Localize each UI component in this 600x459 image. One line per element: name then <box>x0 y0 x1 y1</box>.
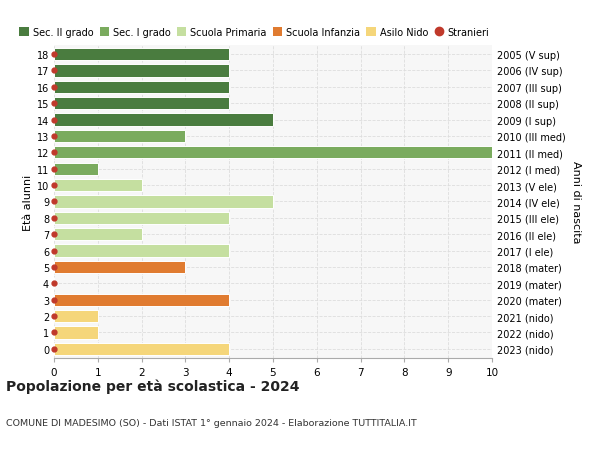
Bar <box>54 114 273 126</box>
Bar <box>54 81 229 94</box>
Text: Popolazione per età scolastica - 2024: Popolazione per età scolastica - 2024 <box>6 379 299 393</box>
Bar <box>54 343 229 355</box>
Legend: Sec. II grado, Sec. I grado, Scuola Primaria, Scuola Infanzia, Asilo Nido, Stran: Sec. II grado, Sec. I grado, Scuola Prim… <box>19 28 489 38</box>
Bar <box>54 310 98 323</box>
Bar <box>54 261 185 274</box>
Y-axis label: Anni di nascita: Anni di nascita <box>571 161 581 243</box>
Y-axis label: Età alunni: Età alunni <box>23 174 32 230</box>
Text: COMUNE DI MADESIMO (SO) - Dati ISTAT 1° gennaio 2024 - Elaborazione TUTTITALIA.I: COMUNE DI MADESIMO (SO) - Dati ISTAT 1° … <box>6 418 417 427</box>
Bar <box>54 326 98 339</box>
Bar <box>54 49 229 61</box>
Bar <box>54 98 229 110</box>
Bar <box>54 212 229 224</box>
Bar <box>54 229 142 241</box>
Bar <box>54 130 185 143</box>
Bar <box>54 245 229 257</box>
Bar <box>54 179 142 192</box>
Bar <box>54 65 229 78</box>
Bar <box>54 196 273 208</box>
Bar <box>54 294 229 306</box>
Bar <box>54 147 492 159</box>
Bar <box>54 163 98 175</box>
